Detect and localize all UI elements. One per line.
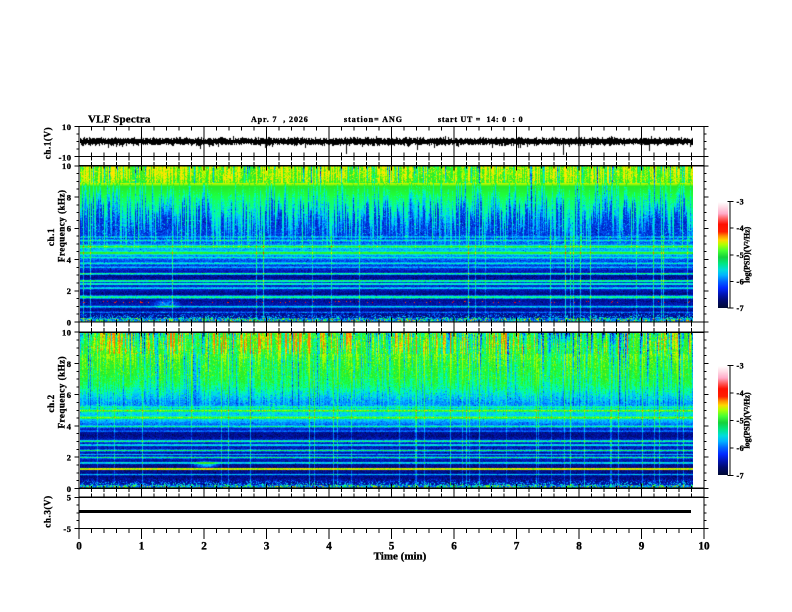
svg-text:6: 6 — [67, 224, 72, 234]
svg-text:9: 9 — [639, 541, 645, 553]
svg-text:0: 0 — [67, 484, 72, 494]
svg-text:-4: -4 — [737, 389, 745, 398]
svg-text:log(PSD)(V²/Hz): log(PSD)(V²/Hz) — [743, 392, 752, 449]
svg-text:1: 1 — [139, 541, 145, 553]
svg-text:-10: -10 — [59, 153, 72, 163]
svg-text:10: 10 — [62, 122, 72, 132]
svg-text:-5: -5 — [737, 416, 745, 425]
svg-text:ch.1(V): ch.1(V) — [43, 127, 53, 159]
svg-text:10: 10 — [62, 328, 72, 338]
svg-text:5: 5 — [67, 493, 72, 503]
svg-text:VLF Spectra: VLF Spectra — [88, 113, 151, 125]
svg-text:2: 2 — [67, 286, 72, 296]
svg-text:8: 8 — [67, 359, 72, 369]
svg-text:-7: -7 — [737, 304, 745, 313]
svg-text:-7: -7 — [737, 471, 745, 480]
svg-text:ch.3(V): ch.3(V) — [43, 495, 53, 527]
svg-text:-3: -3 — [737, 198, 745, 207]
svg-text:10: 10 — [62, 161, 72, 171]
svg-text:station= ANG: station= ANG — [344, 115, 403, 124]
svg-text:start UT = 14: 0 : 0: start UT = 14: 0 : 0 — [438, 115, 523, 124]
svg-text:6: 6 — [67, 390, 72, 400]
svg-text:ch.2: ch.2 — [46, 394, 56, 412]
svg-text:10: 10 — [698, 541, 710, 553]
svg-text:log(PSD)(V²/Hz): log(PSD)(V²/Hz) — [743, 226, 752, 283]
svg-text:0: 0 — [76, 541, 82, 553]
svg-text:-5: -5 — [737, 251, 745, 260]
svg-text:4: 4 — [67, 421, 72, 431]
svg-text:4: 4 — [326, 541, 332, 553]
svg-text:-3: -3 — [737, 362, 745, 371]
svg-text:-5: -5 — [63, 524, 71, 534]
svg-text:0: 0 — [67, 317, 72, 327]
svg-text:2: 2 — [201, 541, 207, 553]
svg-text:4: 4 — [67, 255, 72, 265]
svg-text:7: 7 — [514, 541, 520, 553]
svg-text:-6: -6 — [737, 444, 745, 453]
svg-text:5: 5 — [389, 541, 395, 553]
svg-text:3: 3 — [264, 541, 270, 553]
svg-text:2: 2 — [67, 453, 72, 463]
svg-text:-6: -6 — [737, 277, 745, 286]
svg-text:6: 6 — [451, 541, 457, 553]
svg-text:Frequency (kHz): Frequency (kHz) — [57, 190, 67, 263]
svg-text:Time (min): Time (min) — [374, 551, 427, 563]
svg-text:8: 8 — [576, 541, 582, 553]
svg-text:Apr. 7 , 2026: Apr. 7 , 2026 — [251, 115, 309, 124]
svg-text:8: 8 — [67, 192, 72, 202]
svg-text:Frequency (kHz): Frequency (kHz) — [57, 356, 67, 429]
svg-text:-4: -4 — [737, 224, 745, 233]
svg-text:ch.1: ch.1 — [46, 228, 56, 246]
